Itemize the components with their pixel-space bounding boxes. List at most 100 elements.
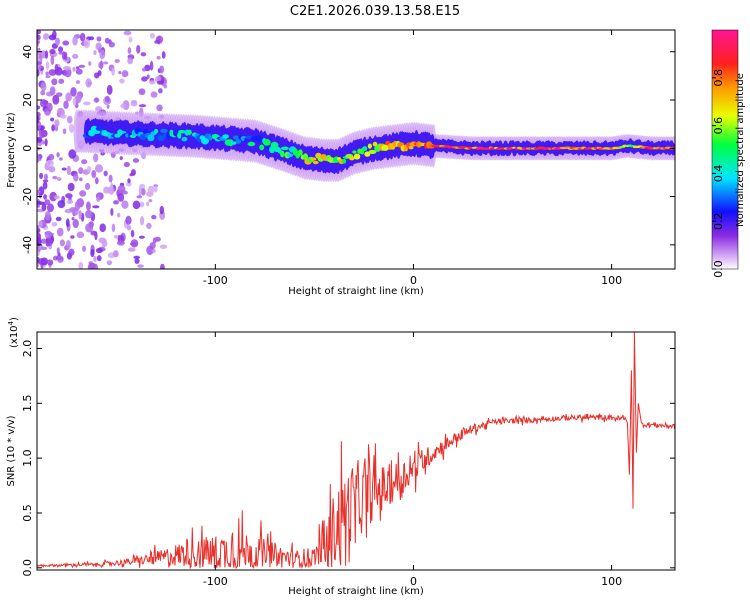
noise-blob — [82, 245, 87, 252]
noise-blob — [42, 181, 48, 190]
noise-blob — [59, 239, 66, 247]
spectrogram-y-label: Frequency (Hz) — [6, 112, 17, 188]
noise-blob — [65, 239, 71, 250]
noise-blob — [52, 175, 58, 180]
noise-blob — [154, 40, 160, 44]
noise-blob — [159, 205, 165, 215]
noise-blob — [58, 51, 63, 55]
noise-blob — [106, 260, 113, 266]
ridge-core — [245, 135, 252, 140]
noise-blob — [93, 255, 97, 263]
ridge-core — [178, 129, 186, 134]
noise-blob — [48, 165, 56, 173]
noise-blob — [37, 138, 43, 142]
noise-blob — [108, 41, 116, 48]
noise-blob — [94, 72, 100, 79]
noise-blob — [146, 201, 150, 207]
noise-blob — [65, 208, 71, 213]
noise-blob — [130, 101, 138, 107]
noise-blob — [37, 68, 40, 77]
noise-blob — [151, 249, 156, 253]
noise-blob — [127, 178, 131, 184]
snr-x-tick-label: 0 — [410, 575, 417, 588]
noise-blob — [99, 49, 106, 60]
spectrogram-y-tick-label: 0 — [21, 145, 34, 152]
noise-blob — [62, 40, 70, 46]
noise-blob — [38, 128, 46, 139]
noise-blob — [37, 227, 41, 234]
noise-blob — [73, 173, 79, 182]
noise-blob — [41, 140, 45, 145]
noise-blob — [78, 167, 84, 175]
noise-blob — [42, 33, 50, 40]
noise-blob — [45, 61, 50, 71]
ridge-core — [262, 138, 271, 146]
noise-blob — [142, 67, 146, 72]
noise-blob — [111, 223, 116, 233]
noise-blob — [43, 194, 48, 200]
ridge-core — [247, 141, 256, 147]
noise-blob — [45, 71, 49, 76]
noise-blob — [159, 244, 168, 249]
snr-x-tick-label: 100 — [601, 575, 622, 588]
noise-blob — [87, 262, 96, 269]
spectrogram-y-tick-label: -20 — [21, 188, 34, 206]
noise-blob — [95, 42, 102, 51]
noise-blob — [113, 234, 119, 239]
ridge-core — [118, 130, 127, 135]
snr-y-multiplier-base: (x10 — [9, 325, 20, 348]
noise-blob — [40, 246, 48, 251]
spectrogram-y-tick-label: -40 — [21, 236, 34, 254]
ridge-core — [364, 151, 371, 157]
noise-blob — [46, 102, 53, 112]
noise-blob — [121, 200, 129, 209]
ridge-core — [368, 149, 377, 155]
noise-blob — [99, 223, 106, 233]
noise-blob — [136, 195, 143, 199]
noise-blob — [78, 210, 82, 220]
noise-blob — [44, 138, 48, 147]
noise-blob — [78, 64, 86, 68]
noise-blob — [151, 214, 157, 220]
ridge-core — [280, 146, 289, 151]
ridge-core — [177, 132, 182, 139]
noise-blob — [44, 173, 48, 181]
snr-y-tick-label: 0.5 — [21, 504, 34, 522]
ridge-core — [147, 134, 155, 142]
ridge-core — [255, 135, 263, 143]
noise-blob — [93, 97, 100, 103]
noise-blob — [54, 119, 60, 127]
noise-blob — [66, 165, 71, 176]
noise-blob — [163, 84, 168, 89]
noise-blob — [156, 55, 161, 60]
noise-blob — [74, 95, 82, 103]
ridge-core — [230, 141, 237, 145]
noise-blob — [118, 71, 122, 75]
noise-blob — [63, 100, 69, 109]
noise-blob — [37, 262, 40, 268]
noise-blob — [133, 255, 141, 259]
noise-blob — [134, 258, 140, 264]
noise-blob — [140, 52, 147, 57]
noise-blob — [132, 200, 141, 210]
noise-blob — [57, 255, 64, 263]
noise-blob — [50, 117, 55, 122]
noise-blob — [114, 59, 120, 64]
ridge-core — [160, 128, 168, 134]
noise-blob — [39, 172, 44, 179]
noise-blob — [161, 51, 166, 59]
snr-y-tick-label: 2.0 — [21, 340, 34, 358]
noise-blob — [49, 86, 56, 96]
spectrogram-x-tick-label: 100 — [601, 274, 622, 287]
noise-blob — [37, 142, 40, 147]
noise-blob — [74, 200, 81, 211]
noise-blob — [44, 199, 51, 206]
noise-blob — [70, 235, 75, 239]
noise-blob — [46, 159, 54, 167]
noise-blob — [62, 128, 67, 135]
ridge-core — [342, 158, 347, 164]
snr-x-label: Height of straight line (km) — [288, 586, 424, 597]
noise-blob — [137, 264, 144, 268]
noise-blob — [69, 207, 77, 212]
noise-blob — [44, 230, 52, 239]
